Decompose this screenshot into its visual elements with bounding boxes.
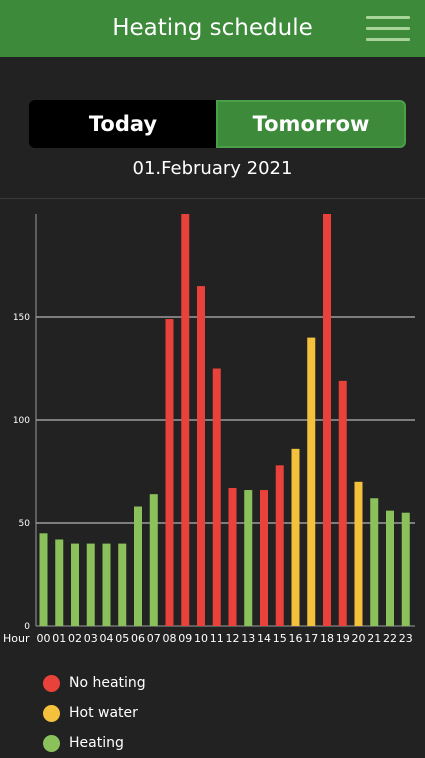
hamburger-menu-icon[interactable] — [366, 16, 410, 42]
x-tick-label: 12 — [226, 632, 240, 645]
x-tick-label: 14 — [257, 632, 271, 645]
bar-hour-23 — [401, 512, 410, 626]
legend-item-no-heating: No heating — [43, 668, 146, 698]
divider — [0, 198, 425, 199]
x-tick-label: 03 — [84, 632, 98, 645]
chart-legend: No heating Hot water Heating — [43, 668, 146, 758]
bar-hour-12 — [228, 487, 237, 626]
x-tick-label: 23 — [399, 632, 413, 645]
bar-hour-00 — [39, 533, 48, 626]
heating-dot-icon — [43, 734, 60, 752]
no-heating-dot-icon — [43, 674, 60, 692]
x-tick-label: 05 — [115, 632, 129, 645]
tab-tomorrow[interactable]: Tomorrow — [216, 100, 406, 148]
x-tick-label: 09 — [178, 632, 192, 645]
bar-hour-02 — [71, 543, 79, 626]
y-tick-label: 150 — [13, 313, 30, 323]
y-tick-label: 100 — [13, 416, 30, 426]
page-title: Heating schedule — [112, 15, 313, 41]
y-tick-label: 0 — [24, 622, 30, 632]
bar-hour-22 — [386, 510, 394, 626]
legend-label: Heating — [69, 735, 124, 751]
tab-today[interactable]: Today — [29, 100, 217, 148]
x-tick-label: 13 — [241, 632, 255, 645]
bar-hour-18 — [323, 214, 331, 626]
x-tick-label: 02 — [68, 632, 82, 645]
bar-hour-11 — [212, 368, 221, 626]
x-tick-label: 16 — [289, 632, 303, 645]
bar-hour-03 — [86, 543, 95, 626]
bar-hour-01 — [55, 539, 64, 626]
x-tick-label: 07 — [147, 632, 161, 645]
x-tick-label: 08 — [163, 632, 177, 645]
app-header: Heating schedule — [0, 0, 425, 57]
bar-hour-05 — [118, 543, 127, 626]
x-tick-label: 18 — [320, 632, 334, 645]
x-tick-label: 04 — [100, 632, 114, 645]
x-tick-label: 10 — [194, 632, 208, 645]
x-tick-label: 19 — [336, 632, 350, 645]
bar-hour-13 — [244, 490, 253, 626]
bar-hour-21 — [370, 498, 379, 626]
bar-hour-16 — [291, 448, 300, 626]
date-label: 01.February 2021 — [132, 158, 293, 179]
x-tick-label: 00 — [37, 632, 51, 645]
bar-hour-14 — [260, 490, 268, 626]
legend-label: Hot water — [69, 705, 138, 721]
bar-hour-04 — [102, 543, 111, 626]
x-tick-label: 06 — [131, 632, 145, 645]
x-tick-label: 01 — [52, 632, 66, 645]
x-tick-label: 20 — [352, 632, 366, 645]
x-tick-label: 15 — [273, 632, 287, 645]
x-axis-prefix-label: Hour — [3, 632, 30, 645]
legend-item-heating: Heating — [43, 728, 146, 758]
y-tick-label: 50 — [19, 519, 31, 529]
bar-hour-08 — [165, 319, 174, 626]
x-tick-label: 11 — [210, 632, 224, 645]
bar-hour-09 — [181, 214, 190, 626]
x-tick-label: 17 — [304, 632, 318, 645]
bar-hour-19 — [338, 380, 347, 626]
bar-hour-10 — [197, 286, 205, 626]
bar-hour-07 — [149, 494, 158, 626]
legend-item-hot-water: Hot water — [43, 698, 146, 728]
bar-hour-06 — [134, 506, 142, 626]
legend-label: No heating — [69, 675, 146, 691]
x-tick-label: 21 — [367, 632, 381, 645]
hot-water-dot-icon — [43, 704, 60, 722]
bar-hour-15 — [275, 465, 284, 626]
x-tick-label: 22 — [383, 632, 397, 645]
bar-hour-20 — [354, 481, 363, 626]
bar-hour-17 — [307, 337, 316, 626]
